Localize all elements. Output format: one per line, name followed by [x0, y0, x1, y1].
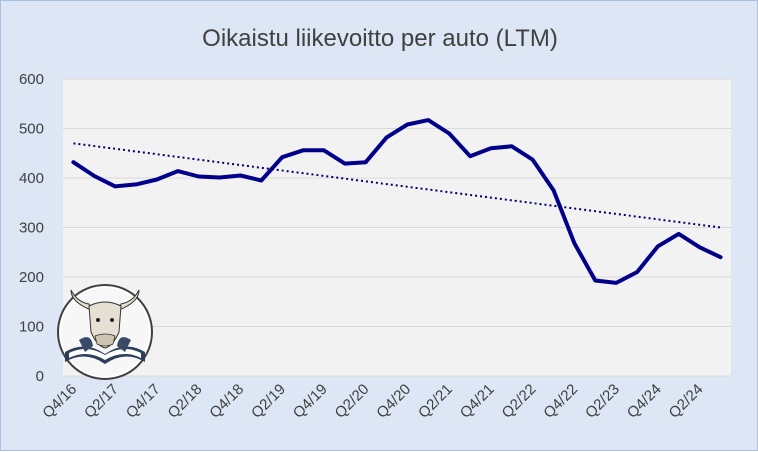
y-tick-label: 600 [19, 71, 44, 88]
series-group [71, 118, 723, 285]
x-tick-label: Q2/18 [165, 381, 206, 422]
y-tick-label: 0 [36, 368, 44, 385]
x-axis-ticks: Q4/16 Q2/17 Q4/17 Q2/18 Q4/18 Q2/19 Q4/19 Q2/20… [39, 381, 706, 422]
x-tick-label: Q2/24 [666, 381, 707, 422]
y-tick-label: 400 [19, 170, 44, 187]
x-tick-label: Q4/18 [206, 381, 247, 422]
y-tick-label: 100 [19, 319, 44, 336]
x-tick-label: Q4/19 [290, 381, 331, 422]
x-tick-label: Q2/21 [415, 381, 456, 422]
x-tick-label: Q4/22 [540, 381, 581, 422]
x-tick-label: Q4/17 [123, 381, 164, 422]
x-tick-label: Q4/21 [457, 381, 498, 422]
y-axis-ticks: 0 100 200 300 400 500 600 [19, 71, 44, 385]
x-tick-label: Q2/20 [332, 381, 373, 422]
y-tick-label: 500 [19, 121, 44, 138]
y-tick-label: 300 [19, 220, 44, 237]
grid-lines [63, 78, 731, 377]
x-tick-label: Q2/19 [248, 381, 289, 422]
series-line [71, 118, 723, 285]
x-tick-label: Q4/16 [39, 381, 80, 422]
bull-reading-book-icon [57, 284, 153, 380]
trend-line [73, 142, 721, 229]
x-tick-label: Q4/24 [624, 381, 665, 422]
x-tick-label: Q2/17 [81, 381, 122, 422]
x-tick-label: Q2/23 [582, 381, 623, 422]
y-tick-label: 200 [19, 269, 44, 286]
chart-title: Oikaistu liikevoitto per auto (LTM) [202, 25, 558, 52]
x-tick-label: Q4/20 [373, 381, 414, 422]
x-tick-label: Q2/22 [499, 381, 540, 422]
